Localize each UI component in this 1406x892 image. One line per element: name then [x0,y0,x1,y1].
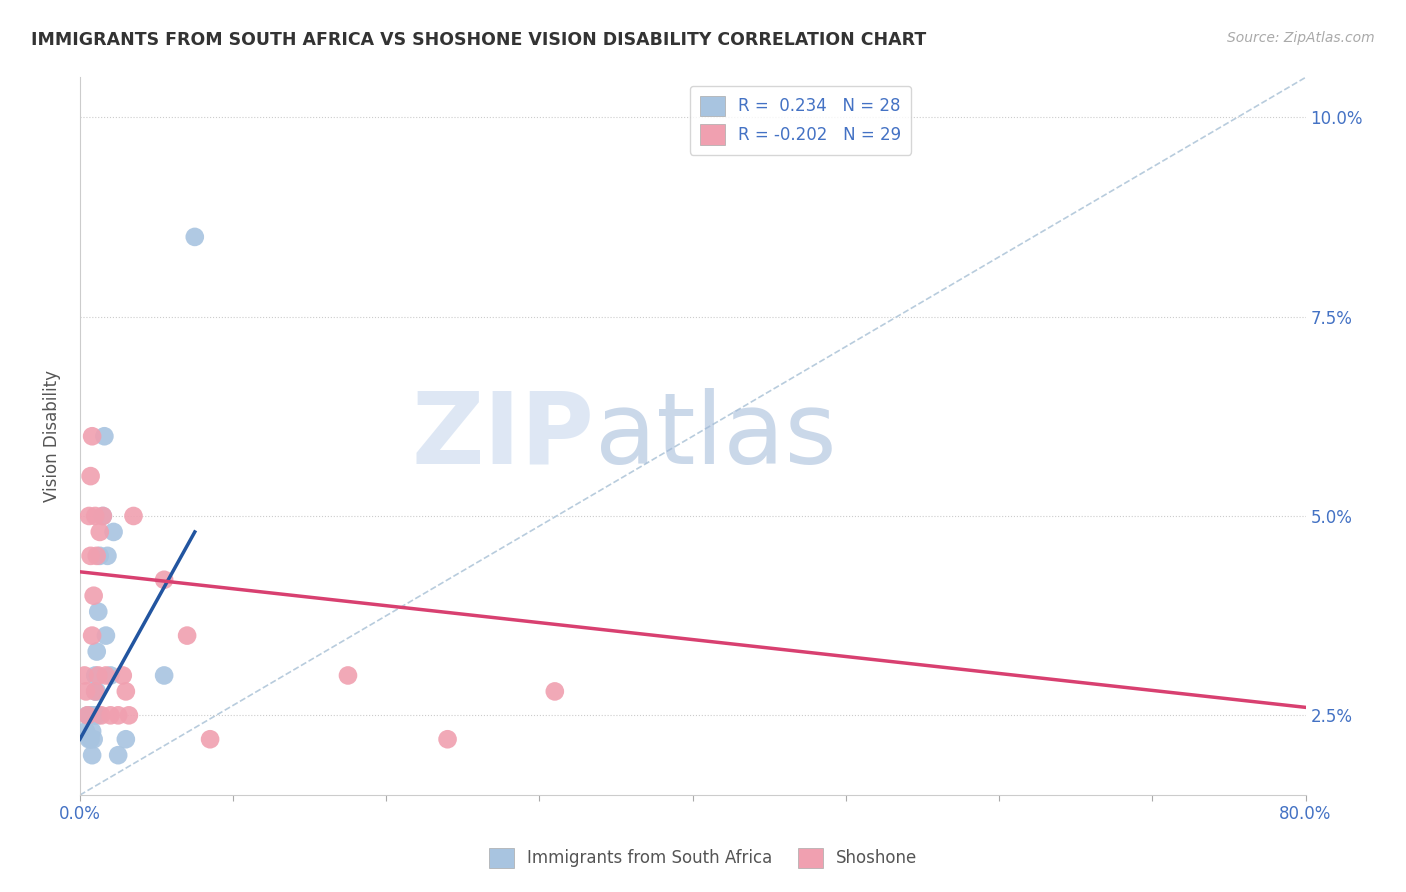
Legend: R =  0.234   N = 28, R = -0.202   N = 29: R = 0.234 N = 28, R = -0.202 N = 29 [690,86,911,155]
Point [76,708,98,723]
Point [176,629,198,643]
Point [100,708,122,723]
Point [114,684,136,698]
Point [83,732,105,747]
Legend: Immigrants from South Africa, Shoshone: Immigrants from South Africa, Shoshone [482,841,924,875]
Point [83,589,105,603]
Text: ZIP: ZIP [412,388,595,484]
Point [87,605,110,619]
Point [77,508,100,523]
Point [122,508,145,523]
Point [153,573,176,587]
Point [87,708,110,723]
Point [184,230,207,244]
Point [114,732,136,747]
Point [336,668,359,682]
Point [84,684,107,698]
Point [86,549,108,563]
Point [77,708,100,723]
Point [91,508,114,523]
Point [96,549,118,563]
Text: atlas: atlas [595,388,837,484]
Text: IMMIGRANTS FROM SOUTH AFRICA VS SHOSHONE VISION DISABILITY CORRELATION CHART: IMMIGRANTS FROM SOUTH AFRICA VS SHOSHONE… [31,31,927,49]
Point [111,668,134,682]
Point [83,708,105,723]
Point [94,668,117,682]
Point [84,708,107,723]
Point [84,684,107,698]
Point [544,684,567,698]
Point [87,668,110,682]
Point [77,732,100,747]
Point [118,708,141,723]
Point [436,732,458,747]
Point [76,708,98,723]
Point [89,549,111,563]
Point [86,644,108,658]
Point [82,629,104,643]
Text: Source: ZipAtlas.com: Source: ZipAtlas.com [1227,31,1375,45]
Point [94,629,117,643]
Point [73,668,96,682]
Point [82,748,104,763]
Point [79,469,101,483]
Point [84,508,107,523]
Point [103,524,125,539]
Point [79,708,101,723]
Point [107,748,129,763]
Point [75,684,97,698]
Point [100,668,122,682]
Point [82,724,104,739]
Point [153,668,176,682]
Point [86,684,108,698]
Y-axis label: Vision Disability: Vision Disability [44,370,60,502]
Point [90,708,112,723]
Point [91,508,114,523]
Point [107,708,129,723]
Point [93,429,115,443]
Point [82,429,104,443]
Point [84,668,107,682]
Point [75,724,97,739]
Point [89,524,111,539]
Point [79,732,101,747]
Point [79,549,101,563]
Point [198,732,221,747]
